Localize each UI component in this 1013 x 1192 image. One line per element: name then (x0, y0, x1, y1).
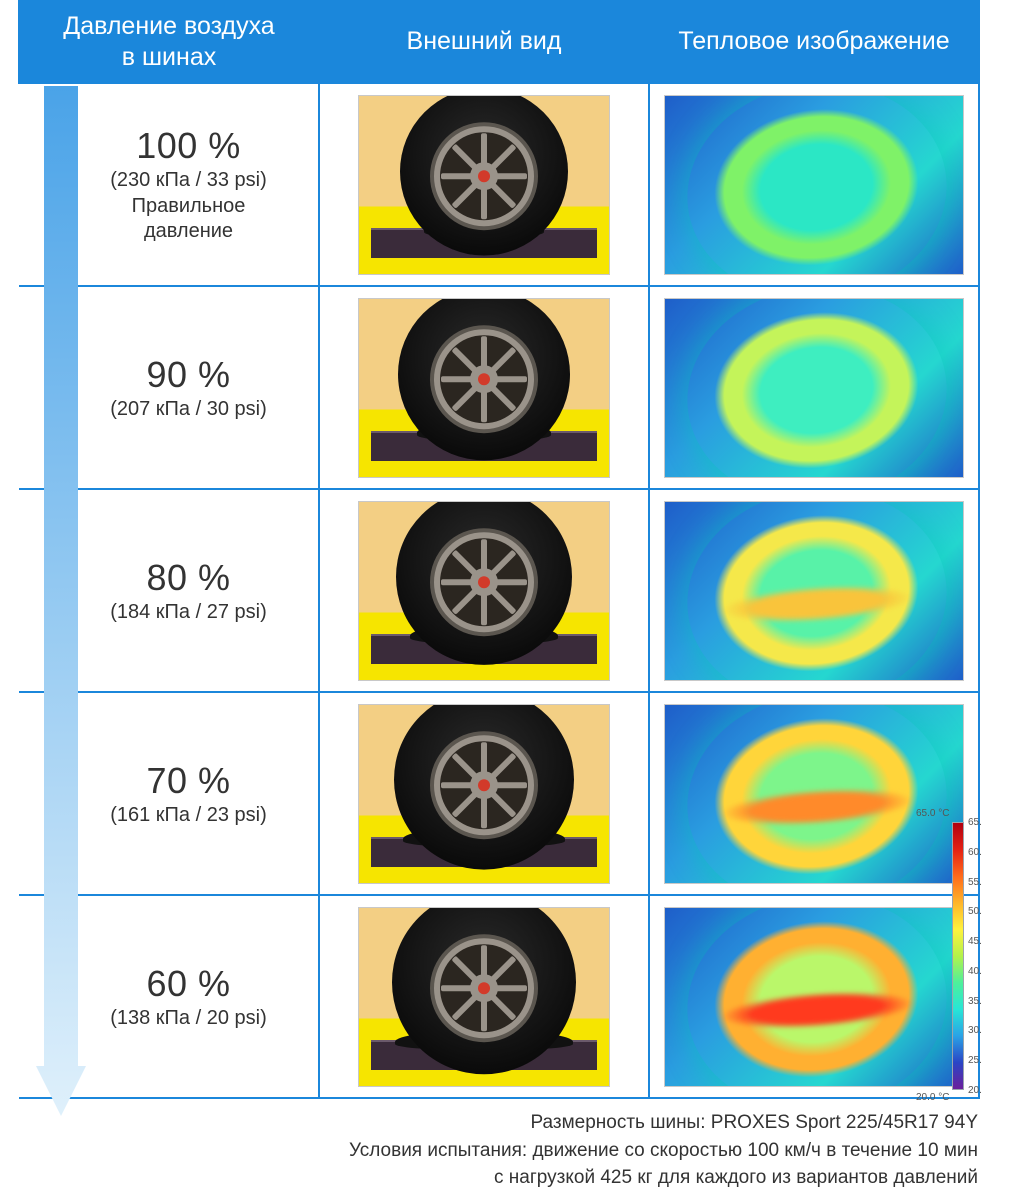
thermal-image (664, 298, 964, 478)
pressure-cell: 70 %(161 кПа / 23 psi) (19, 692, 319, 895)
tire-photo (358, 907, 610, 1087)
legend-tick: 55. (968, 877, 982, 888)
thermal-cell (649, 692, 979, 895)
pressure-table: Давление воздухав шинах Внешний вид Тепл… (18, 0, 980, 1099)
pressure-psi: (184 кПа / 27 psi) (65, 601, 312, 624)
appearance-cell (319, 692, 649, 895)
thermal-cell (649, 489, 979, 692)
table-row: 70 %(161 кПа / 23 psi) (19, 692, 979, 895)
header-appearance-label: Внешний вид (407, 27, 562, 55)
legend-tick: 30. (968, 1025, 982, 1036)
appearance-cell (319, 895, 649, 1098)
tire-photo (358, 501, 610, 681)
tire-photo (358, 298, 610, 478)
header-pressure: Давление воздухав шинах (19, 1, 319, 83)
header-thermal-label: Тепловое изображение (678, 27, 949, 55)
legend-bar (952, 822, 964, 1090)
wheel-rim (429, 527, 539, 637)
pressure-cell: 80 %(184 кПа / 27 psi) (19, 489, 319, 692)
pressure-cell: 90 %(207 кПа / 30 psi) (19, 286, 319, 489)
pressure-percent: 90 % (65, 354, 312, 396)
thermal-image (664, 907, 964, 1087)
table-row: 90 %(207 кПа / 30 psi) (19, 286, 979, 489)
thermal-cell (649, 895, 979, 1098)
pressure-percent: 70 % (65, 760, 312, 802)
appearance-cell (319, 83, 649, 286)
table-wrap: Давление воздухав шинах Внешний вид Тепл… (18, 0, 978, 1099)
tire-photo (358, 704, 610, 884)
pressure-text: 80 %(184 кПа / 27 psi) (25, 557, 312, 624)
thermal-legend: 65.0 °C 20.0 °C 65.60.55.50.45.40.35.30.… (946, 808, 994, 1104)
wheel-rim (429, 121, 539, 231)
legend-tick: 65. (968, 817, 982, 828)
footer-line1: Размерность шины: PROXES Sport 225/45R17… (18, 1109, 978, 1137)
thermal-tire-blob (673, 298, 960, 478)
pressure-text: 60 %(138 кПа / 20 psi) (25, 963, 312, 1030)
legend-tick: 40. (968, 966, 982, 977)
header-appearance: Внешний вид (319, 1, 649, 83)
thermal-image (664, 95, 964, 275)
legend-tick: 25. (968, 1055, 982, 1066)
pressure-percent: 100 % (65, 125, 312, 167)
thermal-image (664, 501, 964, 681)
pressure-psi: (207 кПа / 30 psi) (65, 398, 312, 421)
pressure-text: 100 %(230 кПа / 33 psi)Правильноедавлени… (25, 125, 312, 244)
appearance-cell (319, 489, 649, 692)
tire-photo (358, 95, 610, 275)
thermal-cell (649, 286, 979, 489)
pressure-cell: 100 %(230 кПа / 33 psi)Правильноедавлени… (19, 83, 319, 286)
appearance-cell (319, 286, 649, 489)
thermal-image (664, 704, 964, 884)
legend-tick: 60. (968, 847, 982, 858)
wheel-rim (429, 933, 539, 1043)
pressure-psi: (230 кПа / 33 psi) (65, 169, 312, 192)
legend-top-label: 65.0 °C (916, 808, 949, 819)
header-thermal: Тепловое изображение (649, 1, 979, 83)
legend-tick: 50. (968, 906, 982, 917)
legend-tick: 20. (968, 1085, 982, 1096)
table-row: 100 %(230 кПа / 33 psi)Правильноедавлени… (19, 83, 979, 286)
pressure-psi: (138 кПа / 20 psi) (65, 1007, 312, 1030)
footer: Размерность шины: PROXES Sport 225/45R17… (18, 1109, 978, 1192)
legend-tick: 45. (968, 936, 982, 947)
wheel-rim (429, 730, 539, 840)
thermal-cell (649, 83, 979, 286)
thermal-tire-blob (673, 95, 960, 275)
footer-line2: Условия испытания: движение со скоростью… (18, 1137, 978, 1165)
wheel-rim (429, 324, 539, 434)
pressure-percent: 80 % (65, 557, 312, 599)
pressure-cell: 60 %(138 кПа / 20 psi) (19, 895, 319, 1098)
pressure-text: 90 %(207 кПа / 30 psi) (25, 354, 312, 421)
pressure-percent: 60 % (65, 963, 312, 1005)
pressure-psi: (161 кПа / 23 psi) (65, 804, 312, 827)
pressure-text: 70 %(161 кПа / 23 psi) (25, 760, 312, 827)
legend-bottom-label: 20.0 °C (916, 1092, 949, 1103)
legend-tick: 35. (968, 996, 982, 1007)
table-row: 60 %(138 кПа / 20 psi) (19, 895, 979, 1098)
table-row: 80 %(184 кПа / 27 psi) (19, 489, 979, 692)
header-pressure-label: Давление воздухав шинах (63, 12, 274, 71)
pressure-note: Правильноедавление (65, 194, 312, 244)
